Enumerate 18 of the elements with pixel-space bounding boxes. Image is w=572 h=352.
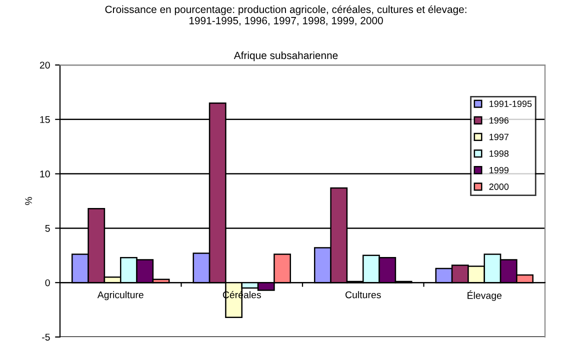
legend-label: 2000 — [489, 184, 509, 190]
y-tick-label: 10 — [40, 170, 50, 178]
x-tick-label: Élevage — [468, 290, 502, 301]
legend-label: 1996 — [490, 117, 509, 124]
y-tick-label: 0 — [45, 279, 50, 286]
legend-label: 1999 — [490, 166, 509, 174]
y-tick-label: -5 — [42, 334, 50, 341]
y-tick-label: 15 — [40, 116, 50, 124]
legend-label: 1991-1995 — [490, 100, 532, 108]
x-tick-label: Agriculture — [97, 291, 144, 300]
x-tick-label: Cultures — [346, 291, 381, 298]
y-axis-title: % — [25, 197, 32, 205]
legend-label: 1997 — [490, 134, 508, 140]
legend-label: 1998 — [490, 150, 509, 157]
y-tick-label: 20 — [40, 62, 50, 69]
y-tick-label: 5 — [45, 225, 50, 232]
chart-subtitle: Afrique subsaharienne — [234, 51, 338, 62]
chart-title: Croissance en pourcentage: production agricole, céréales, cultures et élevage: 1991-1995, 1996, 1997, 1998, 1999, 2000 — [105, 5, 466, 26]
